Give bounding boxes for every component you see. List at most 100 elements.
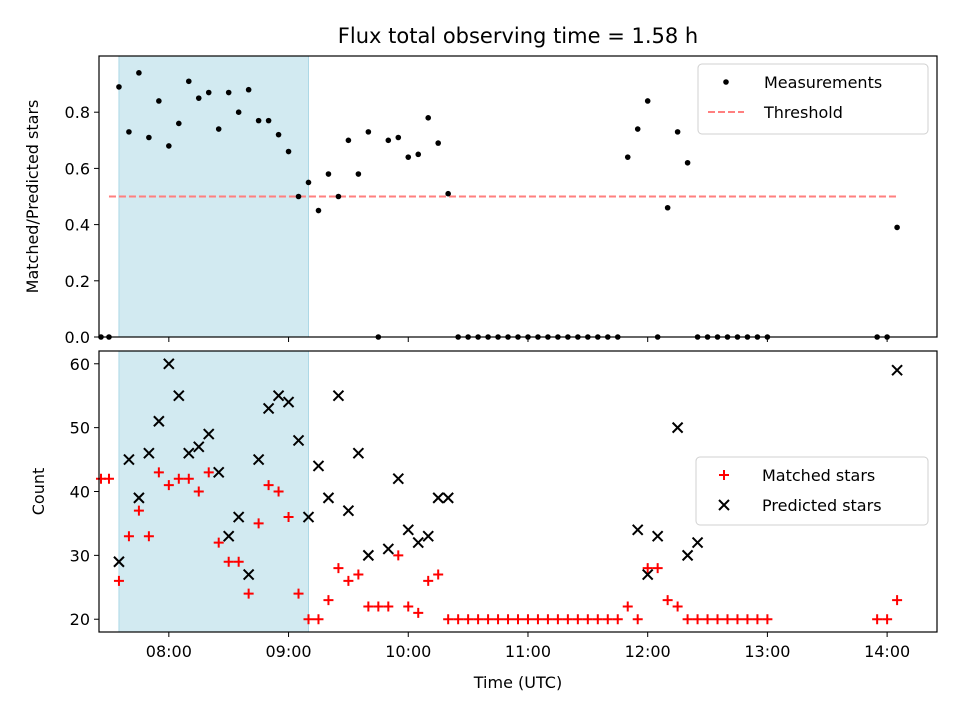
measurement-point: [285, 148, 292, 155]
matched-star-point: [243, 588, 254, 599]
predicted-star-point: [891, 364, 903, 376]
measurement-point: [425, 115, 432, 121]
matched-star-point: [762, 614, 773, 625]
matched-star-point: [732, 614, 743, 625]
x-axis-label: Time (UTC): [473, 673, 562, 692]
legend-box: [697, 63, 929, 135]
matched-star-point: [303, 614, 314, 625]
matched-star-point: [153, 467, 164, 478]
matched-star-point: [273, 486, 284, 497]
measurement-point: [185, 78, 192, 85]
predicted-star-point: [671, 421, 684, 434]
matched-star-point: [662, 595, 673, 606]
matched-star-point: [632, 614, 643, 625]
legend-label: Threshold: [763, 103, 843, 122]
predicted-star-point: [432, 492, 444, 504]
matched-star-point: [263, 480, 274, 491]
measurement-point: [295, 193, 302, 200]
measurement-point: [624, 154, 631, 160]
matched-star-point: [333, 563, 344, 574]
matched-star-point: [313, 614, 324, 625]
matched-star-point: [493, 614, 504, 625]
matched-star-point: [393, 550, 404, 561]
matched-star-point: [423, 575, 434, 586]
measurement-point: [205, 89, 212, 96]
matched-star-point: [113, 575, 124, 586]
predicted-star-point: [412, 536, 424, 549]
y-tick-label: 30: [70, 546, 90, 565]
predicted-star-point: [302, 511, 315, 523]
predicted-star-point: [402, 524, 414, 536]
legend-marker-measurements: [723, 79, 729, 85]
predicted-star-point: [113, 556, 125, 568]
matched-star-point: [283, 512, 294, 523]
x-tick-label: 09:00: [265, 642, 311, 661]
measurement-point: [335, 193, 342, 200]
matched-star-point: [552, 614, 563, 625]
predicted-star-point: [163, 358, 175, 370]
matched-star-point: [383, 601, 394, 612]
x-tick-label: 11:00: [505, 642, 551, 661]
predicted-star-point: [352, 447, 365, 459]
measurement-point: [235, 109, 242, 115]
matched-star-point: [323, 595, 334, 606]
predicted-star-point: [222, 530, 235, 542]
matched-star-point: [712, 614, 723, 625]
predicted-star-point: [442, 492, 454, 504]
matched-star-point: [602, 614, 613, 625]
matched-star-point: [103, 473, 114, 484]
matched-star-point: [483, 614, 494, 625]
measurement-point: [225, 89, 232, 96]
legend-label: Matched stars: [762, 466, 875, 485]
matched-star-point: [592, 614, 603, 625]
measurement-point: [345, 137, 352, 144]
matched-star-point: [463, 614, 474, 625]
matched-star-point: [582, 614, 593, 625]
measurement-point: [116, 84, 122, 90]
y-tick-label: 60: [70, 355, 90, 374]
predicted-star-point: [332, 389, 345, 402]
predicted-star-point: [123, 453, 135, 466]
matched-star-point: [532, 614, 543, 625]
measurement-point: [405, 154, 412, 160]
predicted-star-point: [262, 402, 275, 415]
axes-frame: [98, 55, 938, 338]
matched-star-point: [123, 531, 134, 542]
measurement-point: [664, 204, 671, 211]
predicted-star-point: [173, 389, 185, 402]
matched-star-point: [163, 480, 174, 491]
matched-star-point: [562, 614, 573, 625]
matched-star-point: [293, 588, 304, 599]
measurement-point: [176, 120, 182, 127]
measurement-point: [126, 129, 132, 135]
matched-star-point: [213, 537, 224, 548]
matched-star-point: [363, 601, 374, 612]
matched-star-point: [652, 563, 663, 574]
predicted-star-point: [681, 549, 694, 562]
x-tick-label: 13:00: [744, 642, 790, 661]
predicted-star-point: [342, 504, 355, 517]
y-tick-label: 0.4: [65, 216, 90, 235]
predicted-star-point: [232, 511, 245, 523]
matched-star-point: [413, 607, 424, 618]
measurement-point: [255, 117, 262, 124]
predicted-star-point: [193, 441, 205, 453]
chart-title: Flux total observing time = 1.58 h: [338, 24, 698, 48]
measurement-point: [355, 171, 362, 177]
predicted-star-point: [691, 536, 704, 549]
matched-star-point: [882, 614, 893, 625]
matched-star-point: [443, 614, 454, 625]
measurement-point: [644, 98, 651, 104]
measurement-point: [395, 134, 402, 141]
measurement-point: [315, 207, 322, 214]
measurement-point: [385, 137, 392, 144]
matched-star-point: [453, 614, 464, 625]
predicted-star-point: [183, 447, 195, 459]
matched-star-point: [542, 614, 553, 625]
measurement-point: [166, 143, 172, 149]
matched-star-point: [503, 614, 514, 625]
measurement-point: [365, 129, 372, 135]
y-axis-label: Count: [29, 468, 48, 516]
matched-star-point: [513, 614, 523, 625]
